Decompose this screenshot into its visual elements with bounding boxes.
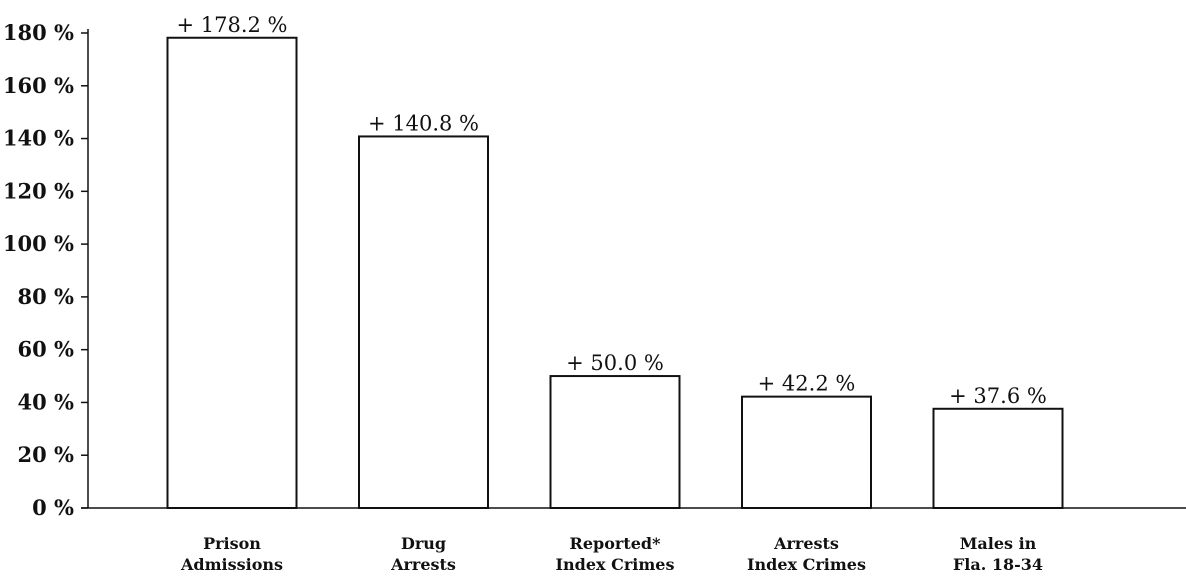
category-label: Index Crimes	[556, 555, 675, 574]
data-label: + 37.6 %	[949, 384, 1047, 408]
y-tick-label: 100 %	[3, 231, 74, 256]
data-labels: + 178.2 % + 140.8 % + 50.0 % + 42.2 % + 37.6…	[176, 13, 1046, 408]
y-tick-label: 180 %	[3, 20, 74, 45]
data-label: + 42.2 %	[758, 372, 856, 396]
category-label: Reported*	[570, 534, 662, 553]
category-labels: Prison Admissions Drug Arrests Reported* Inde…	[180, 534, 1043, 574]
y-tick-label: 120 %	[3, 178, 74, 203]
category-label: Males in	[960, 534, 1037, 553]
y-tick-label: 40 %	[18, 389, 75, 414]
bar	[549, 375, 681, 509]
category-label: Fla. 18-34	[953, 555, 1043, 574]
y-axis: 0 % 20 % 40 % 60 % 80 % 100 % 120 % 140 % 160 % 1…	[3, 20, 89, 520]
category-label: Index Crimes	[747, 555, 866, 574]
data-label: + 178.2 %	[176, 13, 287, 37]
bars	[166, 36, 1064, 509]
bar	[166, 36, 298, 509]
category-label: Arrests	[390, 555, 456, 574]
bar	[358, 135, 489, 509]
category-label: Arrests	[773, 534, 839, 553]
bar	[741, 395, 872, 509]
bar	[932, 407, 1064, 509]
y-tick-label: 20 %	[18, 442, 75, 467]
data-label: + 50.0 %	[566, 351, 664, 375]
category-label: Admissions	[180, 555, 283, 574]
y-tick-label: 140 %	[3, 126, 74, 151]
y-tick-label: 160 %	[3, 73, 74, 98]
y-tick-label: 0 %	[32, 495, 74, 520]
y-tick-label: 60 %	[18, 337, 75, 362]
category-label: Prison	[203, 534, 261, 553]
category-label: Drug	[401, 534, 446, 553]
data-label: + 140.8 %	[368, 111, 479, 135]
y-tick-label: 80 %	[18, 284, 75, 309]
